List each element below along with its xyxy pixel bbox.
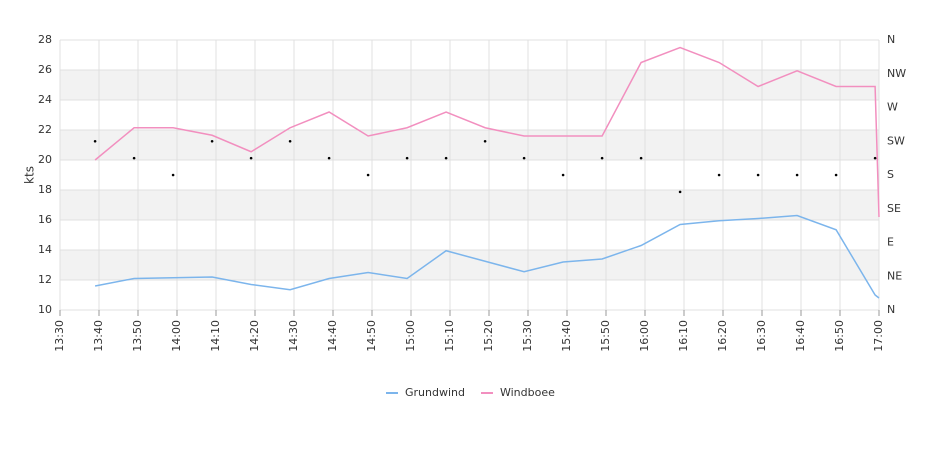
direction-dot bbox=[678, 190, 682, 194]
legend-label: Windboee bbox=[500, 386, 555, 399]
x-tick-label: 14:00 bbox=[170, 320, 183, 352]
y-tick-label: 28 bbox=[38, 33, 52, 46]
x-tick-label: 13:30 bbox=[53, 320, 66, 352]
x-tick-label: 14:20 bbox=[248, 320, 261, 352]
y-tick-label: 24 bbox=[38, 93, 52, 106]
x-tick-label: 14:40 bbox=[326, 320, 339, 352]
direction-dot bbox=[171, 173, 175, 177]
x-tick-label: 16:50 bbox=[833, 320, 846, 352]
grid-band bbox=[60, 130, 879, 160]
direction-dot bbox=[873, 156, 877, 160]
x-tick-label: 15:00 bbox=[404, 320, 417, 352]
direction-dot bbox=[522, 156, 526, 160]
y2-tick-label: NE bbox=[887, 269, 902, 282]
x-tick-label: 16:20 bbox=[716, 320, 729, 352]
y-tick-label: 26 bbox=[38, 63, 52, 76]
y2-tick-label: W bbox=[887, 101, 898, 114]
direction-dot bbox=[795, 173, 799, 177]
x-tick-label: 15:20 bbox=[482, 320, 495, 352]
direction-dot bbox=[288, 139, 292, 143]
direction-dot bbox=[834, 173, 838, 177]
y2-tick-label: S bbox=[887, 168, 894, 181]
direction-dot bbox=[600, 156, 604, 160]
grid-band bbox=[60, 70, 879, 100]
y-tick-label: 12 bbox=[38, 273, 52, 286]
x-tick-label: 14:30 bbox=[287, 320, 300, 352]
y-tick-label: 18 bbox=[38, 183, 52, 196]
y-tick-label: 22 bbox=[38, 123, 52, 136]
y-tick-label: 10 bbox=[38, 303, 52, 316]
x-tick-label: 15:50 bbox=[599, 320, 612, 352]
x-tick-label: 16:00 bbox=[638, 320, 651, 352]
direction-dot bbox=[639, 156, 643, 160]
x-tick-label: 15:10 bbox=[443, 320, 456, 352]
grid-band bbox=[60, 250, 879, 280]
series-line bbox=[94, 46, 880, 218]
y2-tick-label: N bbox=[887, 33, 895, 46]
direction-dot bbox=[93, 139, 97, 143]
y-tick-label: 20 bbox=[38, 153, 52, 166]
y-tick-label: 16 bbox=[38, 213, 52, 226]
x-tick-label: 16:10 bbox=[677, 320, 690, 352]
direction-dot bbox=[366, 173, 370, 177]
direction-dot bbox=[327, 156, 331, 160]
direction-dot bbox=[249, 156, 253, 160]
y2-tick-label: E bbox=[887, 236, 894, 249]
direction-dot bbox=[717, 173, 721, 177]
y2-tick-label: SE bbox=[887, 202, 901, 215]
y-tick-label: 14 bbox=[38, 243, 52, 256]
x-tick-label: 15:30 bbox=[521, 320, 534, 352]
legend-label: Grundwind bbox=[405, 386, 465, 399]
y2-tick-label: SW bbox=[887, 134, 905, 147]
direction-dot bbox=[483, 139, 487, 143]
y2-tick-label: NW bbox=[887, 67, 906, 80]
series-line bbox=[94, 214, 880, 299]
direction-dot bbox=[405, 156, 409, 160]
direction-dot bbox=[132, 156, 136, 160]
x-tick-label: 13:50 bbox=[131, 320, 144, 352]
x-tick-label: 17:00 bbox=[872, 320, 885, 352]
x-tick-label: 14:10 bbox=[209, 320, 222, 352]
x-tick-label: 16:30 bbox=[755, 320, 768, 352]
direction-dot bbox=[756, 173, 760, 177]
grid-band bbox=[60, 190, 879, 220]
x-tick-label: 16:40 bbox=[794, 320, 807, 352]
direction-dot bbox=[210, 139, 214, 143]
x-tick-label: 14:50 bbox=[365, 320, 378, 352]
direction-dot bbox=[561, 173, 565, 177]
y-axis-label: kts bbox=[23, 166, 37, 184]
direction-dot bbox=[444, 156, 448, 160]
x-tick-label: 13:40 bbox=[92, 320, 105, 352]
x-tick-label: 15:40 bbox=[560, 320, 573, 352]
y2-tick-label: N bbox=[887, 303, 895, 316]
